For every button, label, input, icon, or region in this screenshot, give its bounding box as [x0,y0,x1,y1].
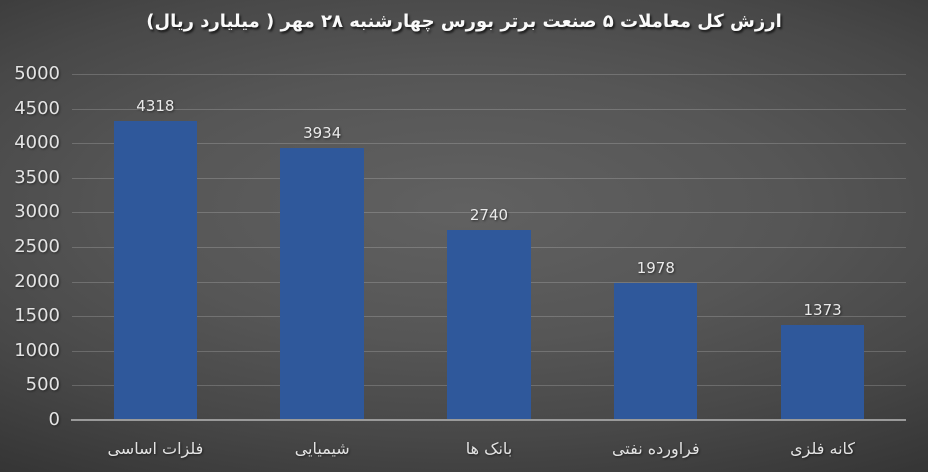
gridline [72,177,906,179]
y-axis-tick-label: 1000 [14,339,60,361]
bar [614,283,698,420]
y-axis-tick-label: 4500 [14,97,60,119]
chart-title: ارزش کل معاملات ۵ صنعت برتر بورس چهارشنب… [146,11,782,32]
bar [780,325,865,420]
bar-value-label: 4318 [136,97,175,115]
y-axis-tick-label: 4000 [14,132,60,154]
y-axis-tick-label: 2500 [14,236,60,257]
y-axis-tick-label: 0 [48,409,60,430]
bar-slot: 2740 [406,74,573,420]
bar-slot: 1978 [572,74,739,420]
bar-slot: 1373 [739,74,906,420]
x-axis-line [71,419,906,421]
y-axis-tick-label: 3000 [14,201,60,223]
gridline [72,143,906,145]
category-label: کانه فلزی [790,439,856,458]
bar [447,230,531,420]
gridline [72,108,906,110]
bar-slot: 3934 [239,74,406,420]
bars-container: 4318 3934 2740 1978 1373 [72,74,906,420]
y-axis-tick-label: 3500 [14,166,60,188]
gridline [72,212,906,214]
bar-value-label: 3934 [303,124,342,142]
y-axis-tick-label: 500 [25,374,60,396]
plot-area: 4318 3934 2740 1978 1373 [71,74,906,421]
x-axis-labels: فلزات اساسی شیمیایی بانک ها فراورده نفتی کان… [72,439,906,459]
category-label: فلزات اساسی [107,439,204,458]
y-axis-labels: 0 500 1000 1500 2000 2500 3000 3500 4000 4500 5000 [0,0,60,472]
category-label: شیمیایی [294,439,350,458]
bar-value-label: 2740 [469,206,509,224]
y-axis-tick-label: 5000 [14,63,60,84]
category-label: فراورده نفتی [611,439,700,458]
y-axis-tick-label: 2000 [14,270,60,292]
bar [280,148,364,420]
bar-value-label: 1978 [636,259,675,277]
bar-slot: 4318 [72,74,239,420]
category-label: بانک ها [465,439,513,458]
bar-value-label: 1373 [803,301,842,319]
bar [113,121,198,420]
gridline [72,74,906,75]
y-axis-tick-label: 1500 [14,305,60,327]
